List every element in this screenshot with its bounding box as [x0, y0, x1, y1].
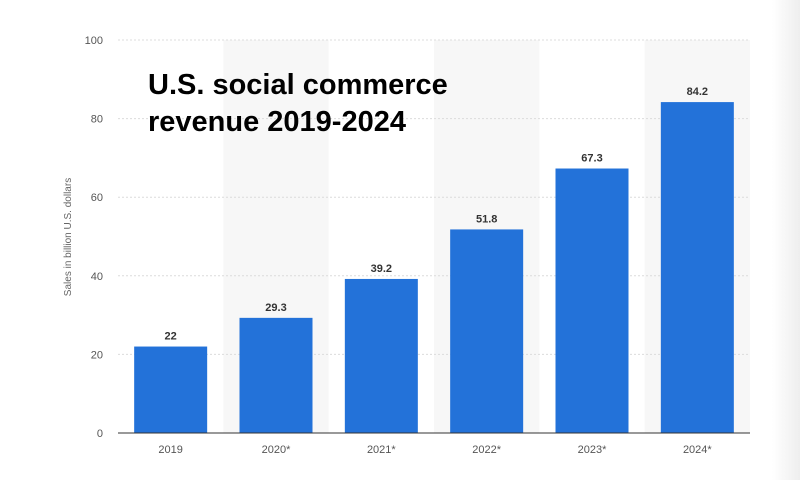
value-label: 22	[165, 331, 177, 343]
x-tick-label: 2023*	[578, 444, 607, 456]
chart-title: U.S. social commerce revenue 2019-2024	[148, 69, 448, 138]
y-tick-label: 80	[91, 114, 103, 126]
x-tick-label: 2021*	[367, 444, 396, 456]
y-tick-label: 20	[91, 349, 103, 361]
bar	[239, 317, 313, 433]
value-labels: 22 29.3 39.2 51.8 67.3 84.2	[165, 86, 709, 342]
y-tick-label: 100	[85, 35, 103, 47]
x-tick-label: 2020*	[262, 444, 291, 456]
x-tick-label: 2022*	[472, 444, 501, 456]
value-label: 84.2	[687, 86, 708, 98]
bars	[134, 102, 734, 434]
gridlines	[118, 39, 750, 355]
y-tick-label: 60	[91, 192, 103, 204]
value-label: 67.3	[581, 153, 602, 165]
y-axis-ticks: 0 20 40 60 80 100	[85, 35, 103, 440]
value-label: 51.8	[476, 213, 497, 225]
bar	[344, 278, 418, 433]
x-tick-label: 2019	[158, 444, 182, 456]
chart-title-line-1: U.S. social commerce	[148, 69, 448, 101]
chart-title-line-2: revenue 2019-2024	[148, 106, 406, 138]
bar	[555, 168, 629, 434]
bar	[660, 102, 734, 434]
value-label: 39.2	[371, 263, 392, 275]
value-label: 29.3	[265, 302, 286, 314]
y-tick-label: 0	[97, 428, 103, 440]
y-axis-label: Sales in billion U.S. dollars	[63, 178, 74, 296]
x-tick-label: 2024*	[683, 444, 712, 456]
right-edge-shadow	[772, 0, 800, 480]
x-axis-ticks: 2019 2020* 2021* 2022* 2023* 2024*	[158, 444, 712, 456]
bar	[450, 229, 524, 433]
y-tick-label: 40	[91, 271, 103, 283]
bar	[134, 346, 208, 433]
